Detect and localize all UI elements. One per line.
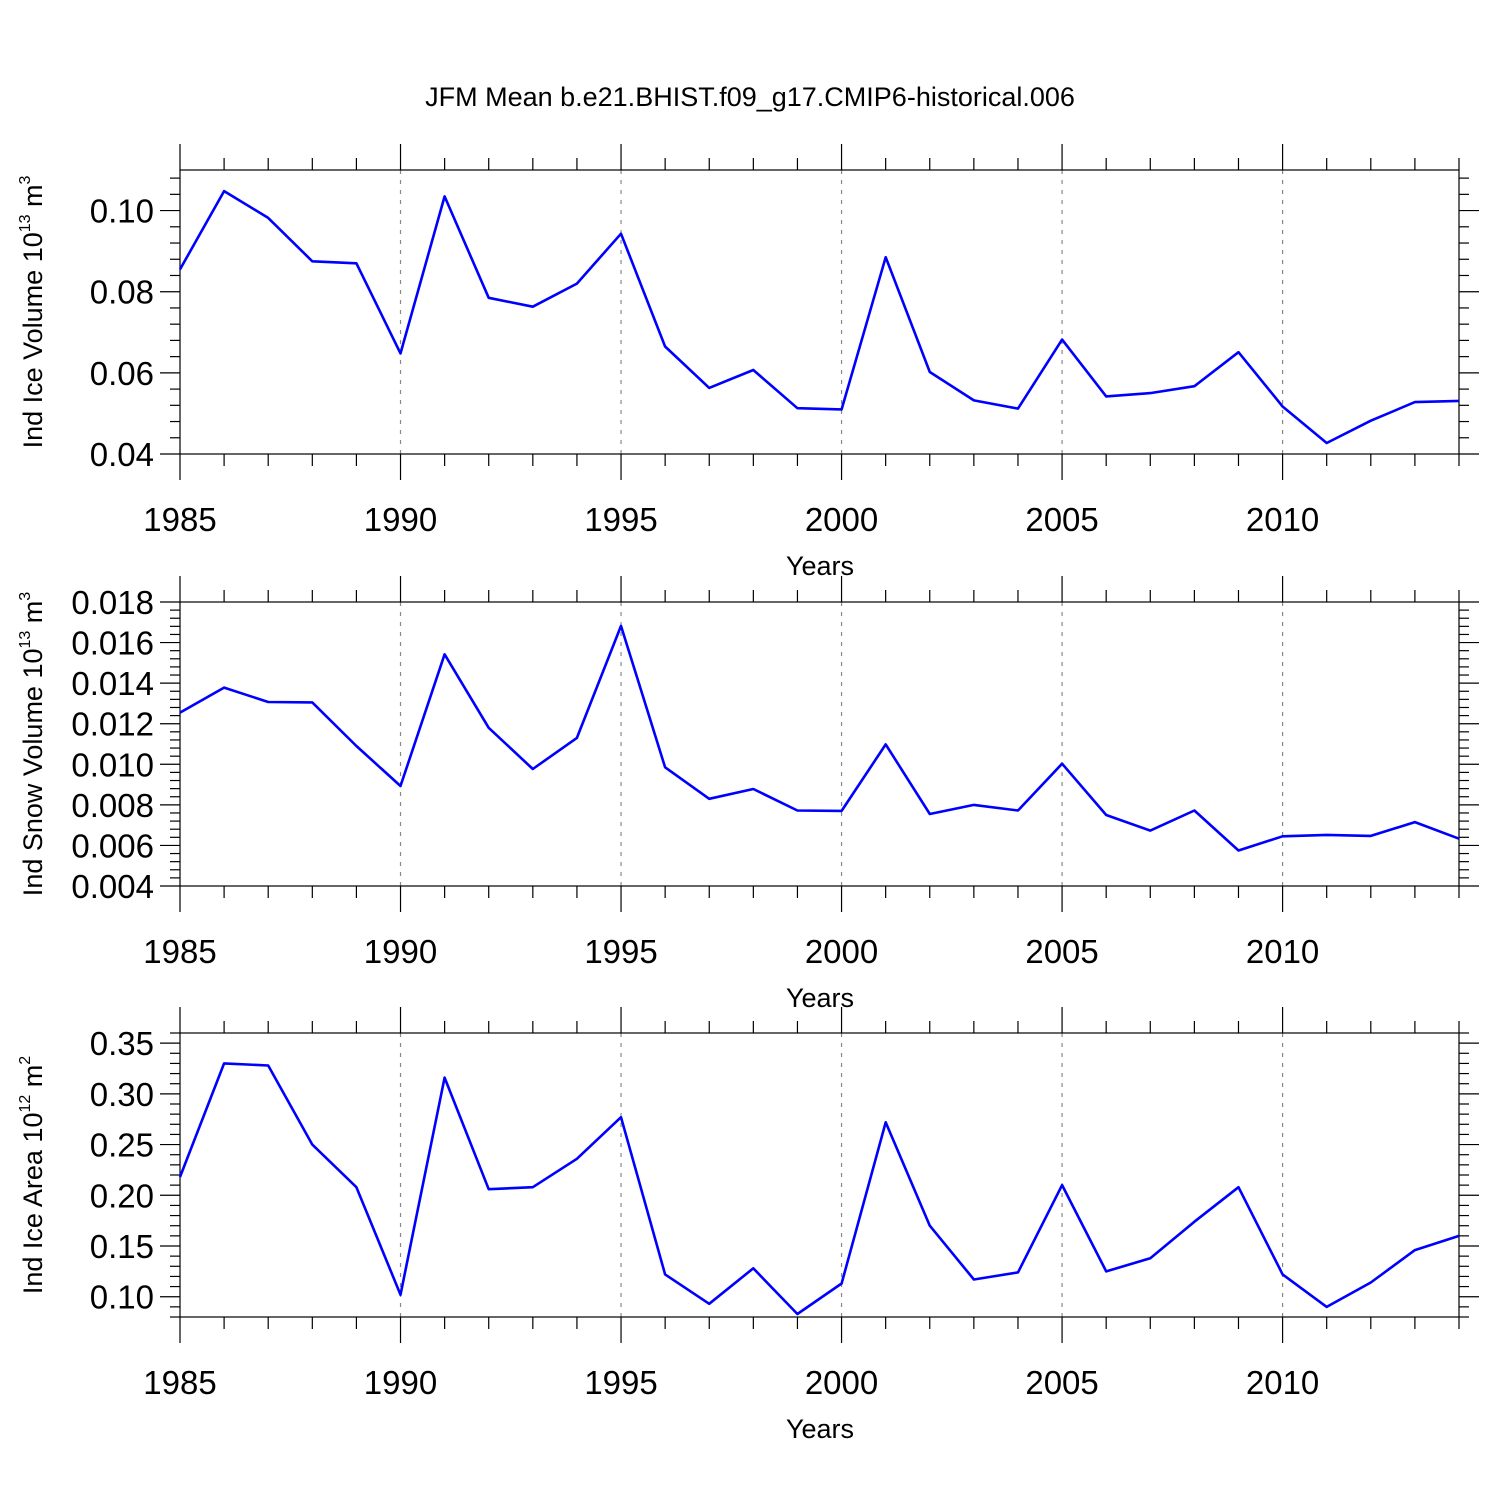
y-tick-label: 0.014 — [71, 665, 154, 702]
x-tick-label: 1985 — [143, 1364, 216, 1401]
y-tick-label: 0.012 — [71, 706, 154, 743]
x-tick-label: 1995 — [584, 933, 657, 970]
x-tick-label: 2000 — [805, 1364, 878, 1401]
y-tick-label: 0.016 — [71, 625, 154, 662]
panels: 1985 1990 1995 2000 2005 2010 Years 0.04 0.06 0.0… — [17, 144, 1479, 1444]
y-axis-label: Ind Ice Area 1012 m2 — [17, 1056, 48, 1294]
x-axis-label: Years — [786, 983, 854, 1013]
x-tick-label: 1990 — [364, 501, 437, 538]
panel-2: 1985 1990 1995 2000 2005 2010Years0.0040.0060… — [17, 576, 1479, 1013]
plot-frame — [179, 601, 1460, 887]
x-tick-label: 2005 — [1025, 1364, 1098, 1401]
x-tick-label: 2010 — [1246, 501, 1319, 538]
panel-1: 1985 1990 1995 2000 2005 2010 Years 0.04 0.06 0.0… — [17, 144, 1479, 581]
figure-title: JFM Mean b.e21.BHIST.f09_g17.CMIP6-histo… — [425, 82, 1075, 112]
y-tick-label: 0.008 — [71, 787, 154, 824]
x-tick-label: 2000 — [805, 501, 878, 538]
x-tick-label: 1990 — [364, 933, 437, 970]
y-axis-label: Ind Snow Volume 1013 m3 — [17, 592, 48, 896]
x-tick-label: 2000 — [805, 933, 878, 970]
plot-frame — [179, 169, 1460, 455]
x-tick-label: 1990 — [364, 1364, 437, 1401]
x-axis-label: Years — [786, 1414, 854, 1444]
y-tick-label: 0.15 — [90, 1228, 154, 1265]
panel-3: 1985 1990 1995 2000 2005 2010 Years 0.10 0.15 0.2… — [17, 1007, 1479, 1444]
y-tick-label: 0.04 — [90, 436, 154, 473]
x-tick-label: 2005 — [1025, 933, 1098, 970]
x-tick-label: 1995 — [584, 501, 657, 538]
y-tick-label: 0.08 — [90, 274, 154, 311]
y-tick-label: 0.10 — [90, 193, 154, 230]
x-tick-label: 1995 — [584, 1364, 657, 1401]
y-tick-label: 0.10 — [90, 1279, 154, 1316]
x-tick-label: 2010 — [1246, 1364, 1319, 1401]
y-tick-label: 0.004 — [71, 868, 154, 905]
series-line — [178, 189, 1460, 445]
y-tick-label: 0.006 — [71, 827, 154, 864]
y-tick-label: 0.20 — [90, 1177, 154, 1214]
x-tick-label: 1985 — [143, 501, 216, 538]
x-tick-label: 2010 — [1246, 933, 1319, 970]
x-tick-label: 1985 — [143, 933, 216, 970]
y-axis-label: Ind Ice Volume 1013 m3 — [17, 175, 48, 448]
y-tick-label: 0.30 — [90, 1076, 154, 1113]
series-line — [179, 624, 1460, 852]
y-tick-label: 0.018 — [71, 584, 154, 621]
y-tick-label: 0.010 — [71, 746, 154, 783]
series-line — [178, 1062, 1460, 1316]
y-tick-label: 0.06 — [90, 355, 154, 392]
plot-frame — [179, 1032, 1460, 1318]
y-tick-label: 0.35 — [90, 1025, 154, 1062]
y-tick-label: 0.25 — [90, 1127, 154, 1164]
x-tick-label: 2005 — [1025, 501, 1098, 538]
x-axis-label: Years — [786, 551, 854, 581]
